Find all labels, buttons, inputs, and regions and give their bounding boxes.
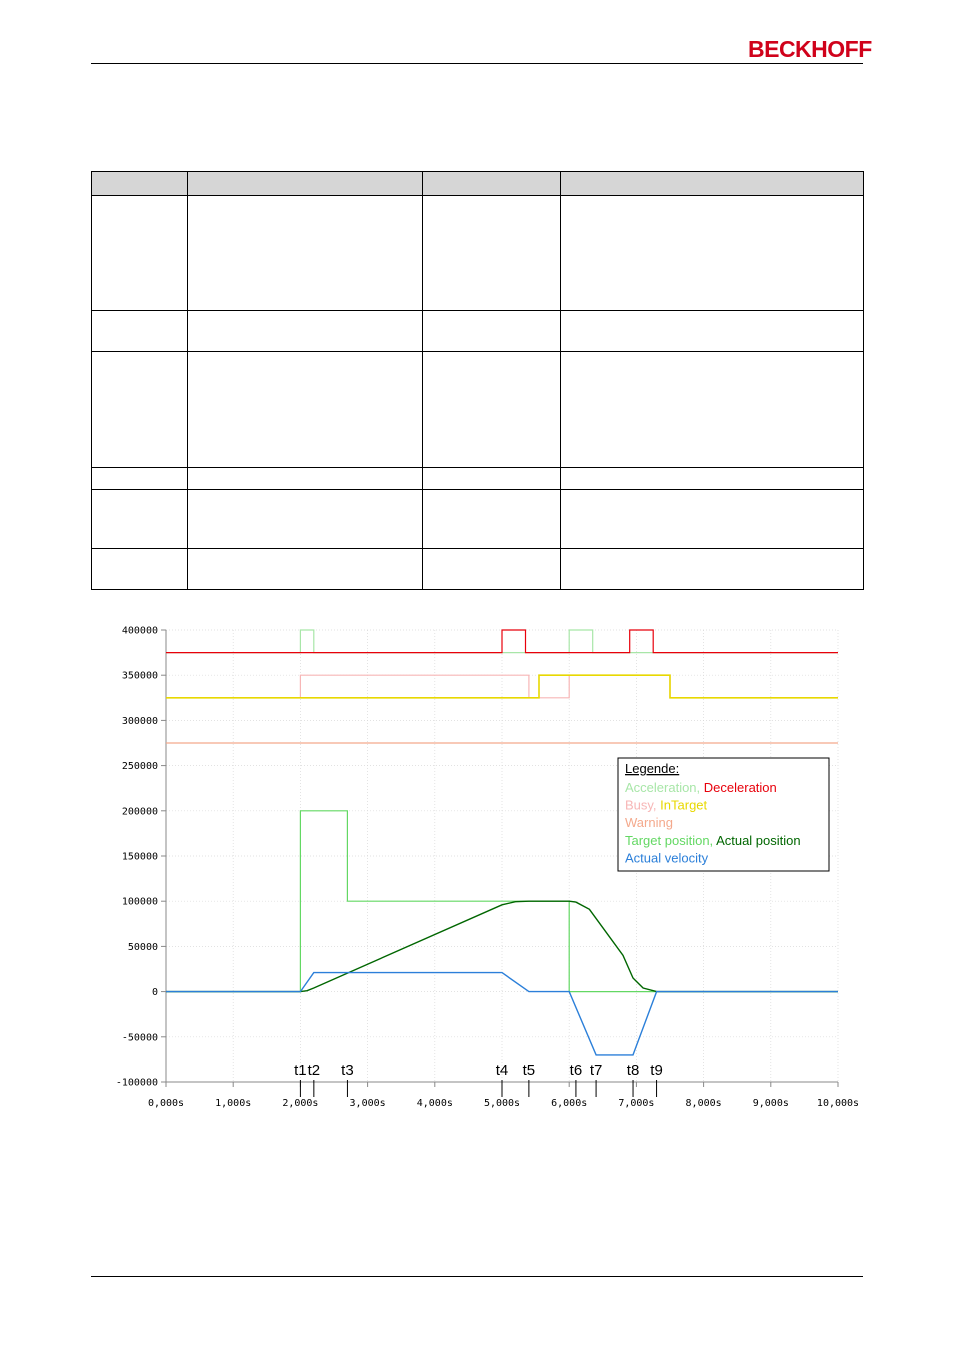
y-tick-label: 100000 [122,897,158,908]
y-tick-label: 400000 [122,626,158,637]
series-line [166,629,838,654]
legend-entry-text: Warning [625,815,673,830]
legend-entry-text: InTarget [657,798,708,813]
y-tick-label: 250000 [122,761,158,772]
x-tick-label: 0,000s [148,1098,184,1109]
table-cell [187,548,423,590]
y-tick-label: 350000 [122,671,158,682]
table-cell [422,195,561,311]
legend-entry: Actual velocity [625,850,709,865]
y-tick-label: 0 [152,987,158,998]
x-tick-label: 2,000s [282,1098,318,1109]
table-row [91,310,864,352]
table-row [91,548,864,590]
legend-entry: Acceleration, Deceleration [625,780,777,795]
table-row [91,351,864,468]
x-axis-ticks: 0,000s 1,000s 2,000s 3,000s 4,000s 5,000s 6,00… [148,1082,859,1109]
legend-title: Legende: [625,761,679,776]
header-rule [91,63,863,64]
series-line [166,971,838,1056]
table-header-cell [91,171,188,196]
x-tick-label: 7,000s [618,1098,654,1109]
marker-label: t9 [650,1062,663,1079]
marker-label: t5 [523,1062,536,1079]
y-tick-label: 200000 [122,806,158,817]
x-tick-label: 1,000s [215,1098,251,1109]
marker-label: t6 [570,1062,583,1079]
legend-entry-text: Deceleration [700,780,777,795]
marker-label: t4 [496,1062,509,1079]
table-cell [560,195,864,311]
chart-legend: Legende: Acceleration, Deceleration Busy, … [617,757,830,872]
x-tick-label: 6,000s [551,1098,587,1109]
marker-label: t7 [590,1062,603,1079]
y-axis-ticks: 400000 350000 300000 250000 200000 150000 1000… [116,626,166,1089]
legend-entry-text: Target position, [625,833,713,848]
series-line [166,900,838,993]
table-cell [91,548,188,590]
x-tick-label: 8,000s [686,1098,722,1109]
legend-entry-text: Acceleration, [625,780,700,795]
y-tick-label: -100000 [116,1078,158,1089]
table-cell [560,351,864,468]
marker-label: t3 [341,1062,354,1079]
y-tick-label: -50000 [122,1032,158,1043]
legend-entry: Busy, InTarget [625,798,708,813]
table-cell [560,548,864,590]
table-row [91,489,864,549]
x-tick-label: 4,000s [417,1098,453,1109]
legend-box [617,757,830,872]
x-tick-label: 9,000s [753,1098,789,1109]
motion-profile-chart: 400000 350000 300000 250000 200000 150000 1000… [116,626,859,1110]
y-tick-label: 50000 [128,942,158,953]
legend-entry-text: Busy, [625,798,657,813]
beckhoff-logo: BECKHOFF [748,36,872,62]
x-tick-label: 3,000s [350,1098,386,1109]
series-line [166,810,838,993]
table-row [91,467,864,490]
marker-label: t8 [627,1062,640,1079]
x-tick-label: 10,000s [817,1098,859,1109]
y-tick-label: 150000 [122,852,158,863]
x-tick-label: 5,000s [484,1098,520,1109]
footer-rule [91,1276,863,1277]
marker-label: t2 [308,1062,321,1079]
table-header-cell [187,171,423,196]
table-cell [187,489,423,549]
table-cell [560,489,864,549]
legend-entry-text: Actual velocity [625,850,709,865]
series-line [166,674,838,699]
series-layer [166,629,838,1056]
table-cell [187,310,423,352]
table-header-row [91,171,864,196]
parameter-table [91,171,864,590]
table-header-cell [560,171,864,196]
marker-label: t1 [294,1062,307,1079]
legend-entry: Target position, Actual position [625,833,801,848]
legend-entry: Warning [625,815,673,830]
legend-entry-text: Actual position [713,833,800,848]
y-tick-label: 300000 [122,716,158,727]
time-markers: t1 t2 t3 t4 t5 t6 t7 t8 t9 [294,1062,663,1097]
